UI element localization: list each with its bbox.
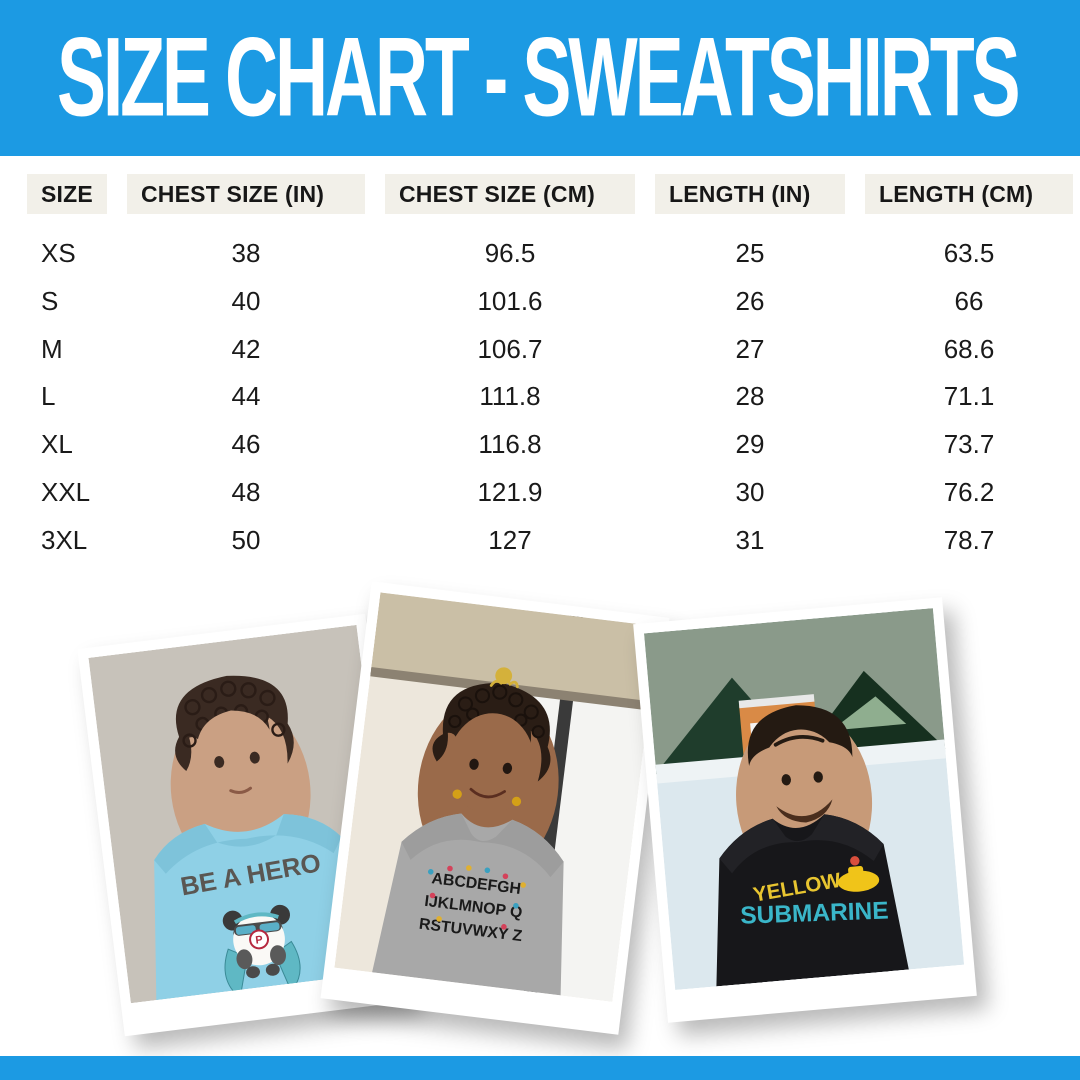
svg-text:SUBMARINE: SUBMARINE xyxy=(740,897,889,929)
svg-text:P: P xyxy=(255,934,264,947)
